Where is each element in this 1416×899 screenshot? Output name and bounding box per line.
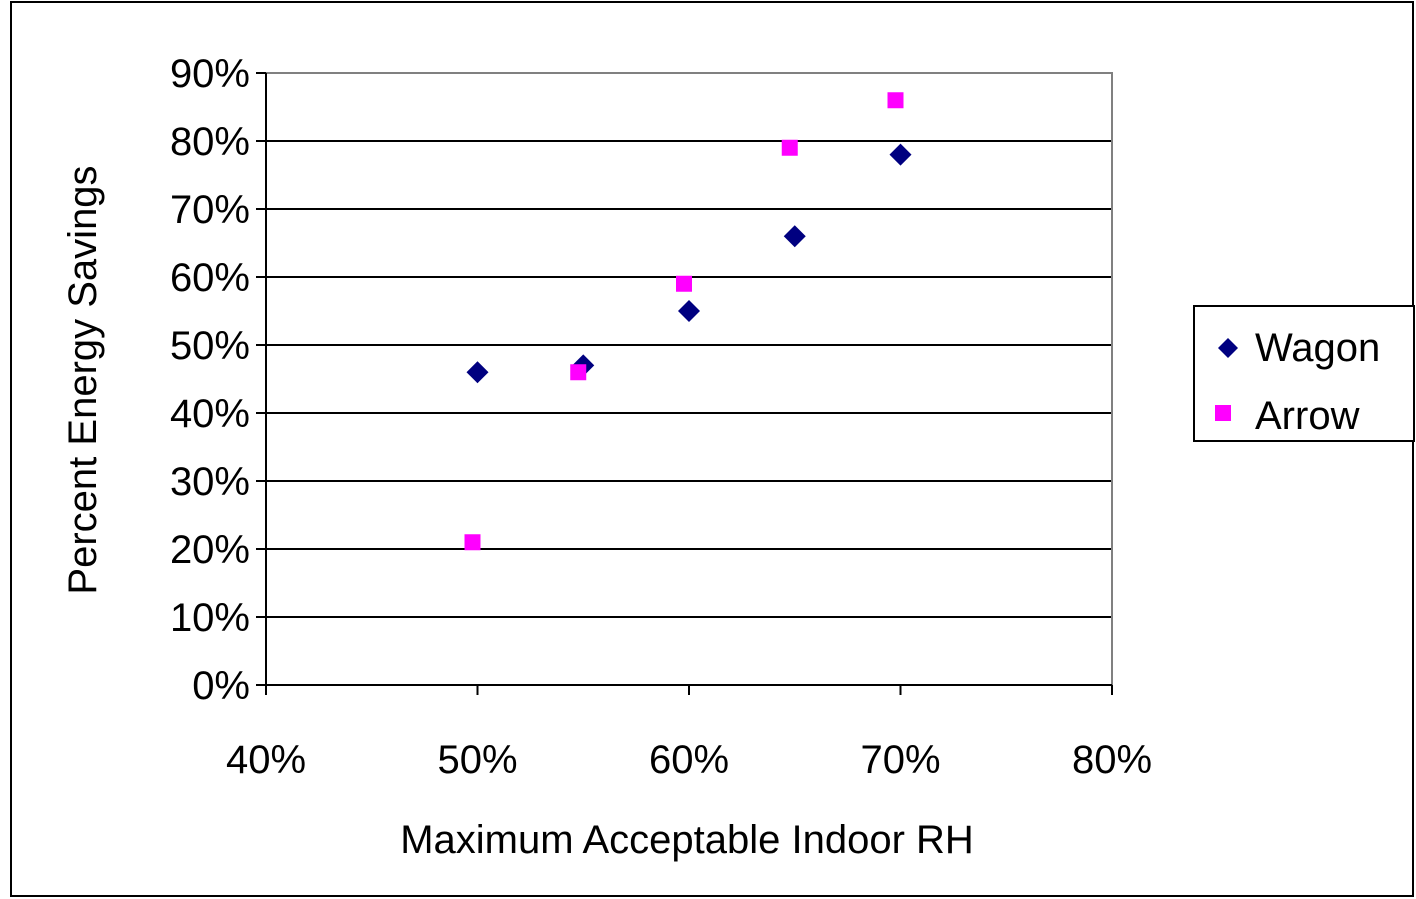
x-tick-label: 70% (860, 738, 940, 782)
y-tick-label: 40% (170, 392, 250, 436)
axes (256, 72, 1113, 695)
y-axis-title: Percent Energy Savings (61, 165, 105, 594)
point-arrow (887, 92, 904, 109)
y-tick-label: 10% (170, 596, 250, 640)
y-tick-label: 20% (170, 528, 250, 572)
gridlines (266, 72, 1112, 618)
y-tick-label: 90% (170, 52, 250, 96)
point-arrow (781, 139, 798, 156)
x-tick-label: 80% (1072, 738, 1152, 782)
legend-label-wagon: Wagon (1255, 326, 1380, 370)
legend-marker-wagon (1218, 338, 1238, 358)
y-tick-label: 70% (170, 188, 250, 232)
point-wagon (783, 225, 806, 248)
point-wagon (678, 300, 700, 322)
y-tick-label: 60% (170, 256, 250, 300)
point-arrow (464, 534, 481, 551)
legend-label-arrow: Arrow (1255, 394, 1360, 438)
data-points (464, 92, 912, 551)
plot-area (265, 72, 1113, 686)
point-wagon (889, 143, 912, 166)
tick-labels: 0% 10% 20% 30% 40% 50% 60% 70% 80% 90% 40% 50% 60% 70… (170, 52, 1152, 782)
x-tick-label: 50% (437, 738, 517, 782)
y-tick-label: 30% (170, 460, 250, 504)
x-tick-label: 40% (226, 738, 306, 782)
chart-frame (10, 1, 1414, 897)
x-axis-title: Maximum Acceptable Indoor RH (400, 818, 974, 862)
legend-marker-arrow (1215, 405, 1231, 421)
point-wagon (466, 361, 489, 384)
y-tick-label: 80% (170, 120, 250, 164)
x-tick-label: 60% (649, 738, 729, 782)
point-arrow (676, 275, 692, 292)
y-tick-label: 50% (170, 324, 250, 368)
point-arrow (570, 364, 587, 381)
y-tick-label: 0% (192, 664, 250, 708)
legend: Wagon Arrow (1193, 305, 1415, 442)
